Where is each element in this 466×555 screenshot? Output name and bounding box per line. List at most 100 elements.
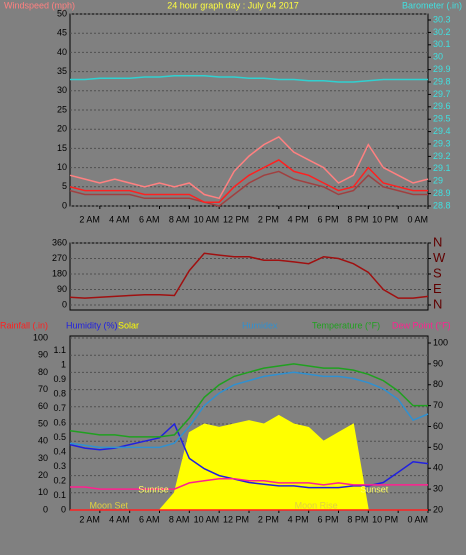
x-tick-label: 12 PM bbox=[223, 214, 249, 224]
y2-tick-label: 90 bbox=[433, 358, 443, 368]
y-tick-label: 0 bbox=[62, 200, 67, 210]
y-tick-label: 0.8 bbox=[53, 388, 66, 398]
y2-tick-label: 80 bbox=[433, 379, 443, 389]
y-tick-label: 50 bbox=[57, 8, 67, 18]
y-tick-label: 10 bbox=[38, 487, 48, 497]
line bbox=[69, 371, 429, 449]
y2-tick-label: 29.5 bbox=[433, 114, 451, 124]
x-tick-label: 2 AM bbox=[79, 514, 100, 524]
x-tick-label: 8 PM bbox=[347, 214, 368, 224]
y2-tick-label: N bbox=[433, 234, 442, 249]
line bbox=[70, 75, 428, 83]
x-tick-label: 8 AM bbox=[169, 214, 190, 224]
y-tick-label: 0.6 bbox=[53, 417, 66, 427]
line bbox=[69, 159, 428, 203]
y2-tick-label: 29.7 bbox=[433, 89, 451, 99]
y-tick-label: 0.2 bbox=[53, 475, 66, 485]
legend-entry: Rainfall (.in) bbox=[0, 320, 48, 330]
y-tick-label: 0 bbox=[62, 299, 67, 309]
x-tick-label: 10 AM bbox=[194, 214, 220, 224]
y2-tick-label: 29.1 bbox=[433, 163, 451, 173]
y-tick-label: 20 bbox=[38, 470, 48, 480]
y2-tick-label: 29.6 bbox=[433, 101, 451, 111]
y2-tick-label: 29.8 bbox=[433, 76, 451, 86]
y2-tick-label: 29 bbox=[433, 176, 443, 186]
y2-tick-label: 30.3 bbox=[433, 14, 451, 24]
y-tick-label: 60 bbox=[38, 401, 48, 411]
x-tick-label: 4 PM bbox=[288, 514, 309, 524]
y-tick-label: 30 bbox=[38, 453, 48, 463]
x-tick-label: 0 AM bbox=[407, 514, 428, 524]
x-tick-label: 10 AM bbox=[194, 514, 220, 524]
line bbox=[70, 477, 428, 490]
x-tick-label: 6 AM bbox=[139, 214, 160, 224]
y-tick-label: 90 bbox=[57, 284, 67, 294]
annotation: Moon Set bbox=[90, 500, 129, 510]
y2-tick-label: 40 bbox=[433, 463, 443, 473]
y-tick-label: 180 bbox=[52, 268, 67, 278]
legend-entry: Humidex bbox=[242, 320, 278, 330]
x-tick-label: 4 AM bbox=[109, 214, 130, 224]
x-tick-label: 2 PM bbox=[258, 214, 279, 224]
y-tick-label: 0 bbox=[61, 504, 66, 514]
annotation: Sunset bbox=[360, 484, 389, 494]
y2-tick-label: 20 bbox=[433, 504, 443, 514]
y-tick-label: 50 bbox=[38, 418, 48, 428]
y-tick-label: 5 bbox=[62, 181, 67, 191]
y-tick-label: 40 bbox=[38, 436, 48, 446]
y-axis-label: Windspeed (mph) bbox=[4, 0, 75, 10]
y-tick-label: 0.5 bbox=[53, 432, 66, 442]
y-tick-label: 15 bbox=[57, 143, 67, 153]
legend-entry: Solar bbox=[118, 320, 139, 330]
annotation: Moon Rise bbox=[295, 500, 338, 510]
y-tick-label: 10 bbox=[57, 162, 67, 172]
y2-tick-label: 28.8 bbox=[433, 200, 451, 210]
y2-tick-label: N bbox=[433, 296, 442, 311]
y-tick-label: 20 bbox=[57, 124, 67, 134]
y2-tick-label: W bbox=[433, 250, 446, 265]
y-tick-label: 25 bbox=[57, 104, 67, 114]
y-tick-label: 0 bbox=[43, 504, 48, 514]
y-tick-label: 1.1 bbox=[53, 345, 66, 355]
y-tick-label: 45 bbox=[57, 28, 67, 38]
x-tick-label: 6 AM bbox=[139, 514, 160, 524]
line bbox=[69, 422, 429, 489]
x-tick-label: 6 PM bbox=[317, 514, 338, 524]
x-tick-label: 6 PM bbox=[317, 214, 338, 224]
legend-entry: Humidity (%) bbox=[66, 320, 118, 330]
x-tick-label: 4 AM bbox=[109, 514, 130, 524]
y-tick-label: 40 bbox=[57, 47, 67, 57]
annotation: Sunrise bbox=[138, 484, 169, 494]
x-tick-label: 10 PM bbox=[372, 214, 398, 224]
y-tick-label: 1 bbox=[61, 359, 66, 369]
legend-entry: Temperature (°F) bbox=[312, 320, 380, 330]
y2-tick-label: 30.1 bbox=[433, 39, 451, 49]
y2-tick-label: 70 bbox=[433, 400, 443, 410]
y2-tick-label: 30 bbox=[433, 484, 443, 494]
line bbox=[69, 135, 429, 200]
x-tick-label: 8 AM bbox=[169, 514, 190, 524]
y2-tick-label: E bbox=[433, 281, 442, 296]
y-tick-label: 70 bbox=[38, 384, 48, 394]
y2-tick-label: 29.4 bbox=[433, 126, 451, 136]
y2-tick-label: S bbox=[433, 265, 442, 280]
x-tick-label: 0 AM bbox=[407, 214, 428, 224]
y2-tick-label: 29.2 bbox=[433, 151, 451, 161]
legend-entry: Dew Point (°F) bbox=[392, 320, 451, 330]
plot-frame bbox=[69, 242, 429, 311]
x-tick-label: 2 AM bbox=[79, 214, 100, 224]
x-tick-label: 2 PM bbox=[258, 514, 279, 524]
line bbox=[69, 252, 429, 299]
y-tick-label: 0.4 bbox=[53, 446, 66, 456]
y-tick-label: 90 bbox=[38, 350, 48, 360]
x-tick-label: 10 PM bbox=[372, 514, 398, 524]
line bbox=[69, 170, 428, 207]
y-tick-label: 80 bbox=[38, 367, 48, 377]
y2-tick-label: 30.2 bbox=[433, 27, 451, 37]
y-tick-label: 0.9 bbox=[53, 374, 66, 384]
y2-axis-label: Barometer (.in) bbox=[402, 0, 462, 10]
chart-title: 24 hour graph day : July 04 2017 bbox=[167, 0, 299, 10]
y-tick-label: 0.7 bbox=[53, 403, 66, 413]
y2-tick-label: 30 bbox=[433, 52, 443, 62]
